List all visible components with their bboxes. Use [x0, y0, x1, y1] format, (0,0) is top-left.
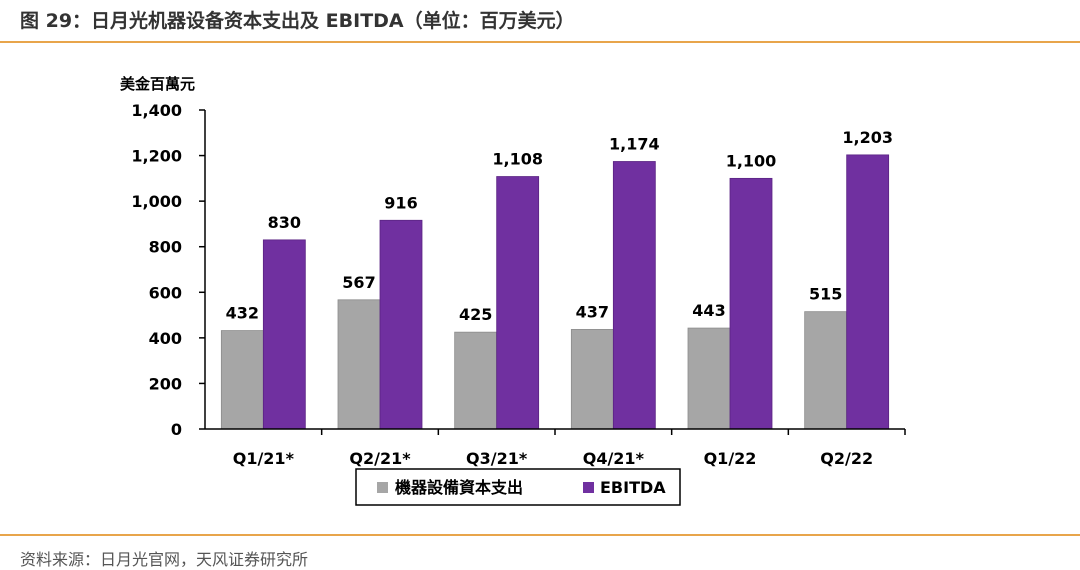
capex-bar — [454, 331, 498, 430]
capex-bar — [570, 329, 614, 430]
capex-value-label: 432 — [226, 304, 259, 323]
legend-swatch-ebitda — [583, 482, 594, 493]
capex-bar — [687, 327, 731, 430]
capex-value-label: 567 — [342, 273, 375, 292]
capex-bar — [220, 330, 264, 430]
x-tick-label: Q1/21* — [233, 449, 295, 468]
ebitda-value-label: 1,203 — [842, 128, 893, 147]
x-tick-label: Q1/22 — [704, 449, 757, 468]
legend-label-ebitda: EBITDA — [600, 478, 666, 497]
x-tick-label: Q2/22 — [820, 449, 873, 468]
ebitda-bar — [612, 161, 656, 430]
legend-label-capex: 機器設備資本支出 — [395, 478, 523, 497]
capex-bar — [804, 311, 848, 430]
capex-value-label: 443 — [692, 301, 725, 320]
capex-value-label: 425 — [459, 305, 492, 324]
ebitda-value-label: 1,174 — [609, 134, 660, 153]
ebitda-bar — [379, 219, 423, 430]
y-tick-label: 1,000 — [131, 192, 182, 211]
capex-value-label: 515 — [809, 285, 842, 304]
legend-frame — [355, 468, 681, 506]
x-tick-label: Q2/21* — [349, 449, 411, 468]
y-tick-label: 1,200 — [131, 147, 182, 166]
legend-swatch-capex — [377, 482, 388, 493]
capex-value-label: 437 — [576, 302, 609, 321]
ebitda-value-label: 1,100 — [726, 151, 777, 170]
y-tick-label: 1,400 — [131, 101, 182, 120]
y-tick-label: 0 — [171, 420, 182, 439]
ebitda-bar — [262, 239, 306, 430]
y-tick-label: 600 — [149, 283, 182, 302]
ebitda-value-label: 830 — [268, 213, 301, 232]
x-axis-ticks: Q1/21* Q2/21* Q3/21* Q4/21* Q1/22 Q2/22 — [233, 429, 906, 468]
bar-chart: 美金百萬元 0 200 400 600 800 1,000 1,200 1,400 432 83… — [120, 75, 906, 506]
x-tick-label: Q4/21* — [583, 449, 645, 468]
x-tick-label: Q3/21* — [466, 449, 528, 468]
capex-bar — [337, 299, 381, 430]
bar-value-labels: 432 830 567 916 425 1,108 437 1,174 443 1,100 515 1… — [226, 128, 893, 324]
ebitda-value-label: 1,108 — [492, 150, 543, 169]
source-note: 资料来源：日月光官网，天风证券研究所 — [20, 550, 309, 569]
source-rule — [0, 534, 1080, 536]
ebitda-bar — [496, 176, 540, 430]
figure-title: 图 29：日月光机器设备资本支出及 EBITDA（单位：百万美元） — [20, 10, 575, 32]
ebitda-bar — [846, 154, 890, 430]
legend: 機器設備資本支出 EBITDA — [355, 468, 681, 506]
y-axis-label: 美金百萬元 — [120, 75, 195, 93]
y-tick-label: 800 — [149, 238, 182, 257]
ebitda-value-label: 916 — [384, 193, 417, 212]
ebitda-bar — [729, 177, 773, 430]
y-tick-label: 200 — [149, 374, 182, 393]
y-tick-label: 400 — [149, 329, 182, 348]
bars — [220, 154, 890, 430]
title-rule — [0, 41, 1080, 43]
y-axis-ticks: 0 200 400 600 800 1,000 1,200 1,400 — [131, 101, 205, 439]
